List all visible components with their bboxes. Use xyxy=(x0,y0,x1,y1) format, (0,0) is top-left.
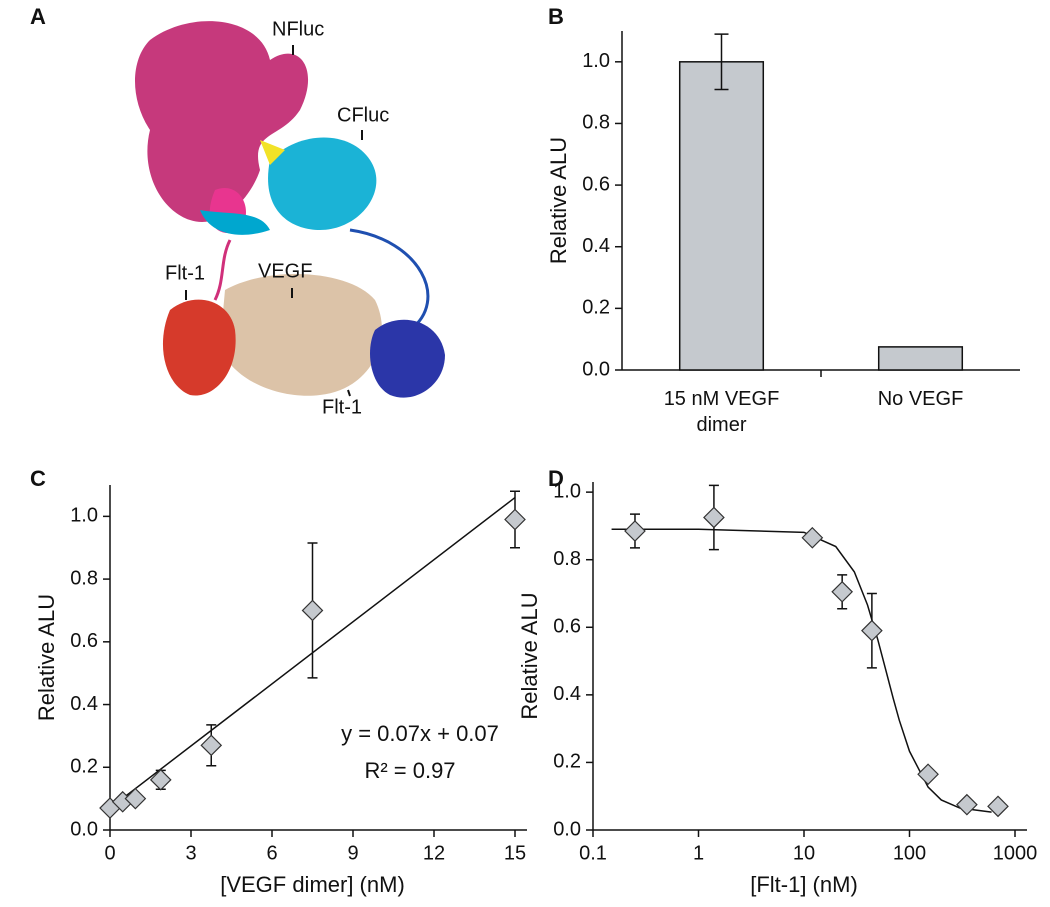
point xyxy=(917,763,939,786)
y-tick-label: 0.4 xyxy=(70,693,98,715)
x-tick-label: 1000 xyxy=(993,842,1038,864)
x-tick-label: 15 nM VEGF dimer xyxy=(663,388,780,436)
x-tick-label: No VEGF xyxy=(877,388,964,410)
annotation: R² = 0.97 xyxy=(364,758,455,783)
point xyxy=(956,793,978,816)
x-tick-label: 0 xyxy=(104,842,115,864)
x-tick-label: 100 xyxy=(893,842,926,864)
structure-label: Flt-1 xyxy=(165,262,205,284)
fit-line xyxy=(611,528,992,813)
point xyxy=(987,795,1009,818)
structure-label: VEGF xyxy=(258,260,312,282)
y-tick-label: 0.0 xyxy=(553,818,581,840)
y-tick-label: 0.2 xyxy=(70,756,98,778)
point xyxy=(124,787,147,810)
x-tick-label: 15 xyxy=(504,842,526,864)
annotation: y = 0.07x + 0.07 xyxy=(341,721,499,746)
structure-label: NFluc xyxy=(272,18,324,40)
y-tick-label: 1.0 xyxy=(582,50,610,72)
point xyxy=(831,580,854,603)
point xyxy=(801,526,824,549)
x-axis-label: [VEGF dimer] (nM) xyxy=(220,872,405,897)
y-tick-label: 1.0 xyxy=(70,505,98,527)
y-tick-label: 0.6 xyxy=(70,630,98,652)
label-ticks xyxy=(185,45,363,397)
panel-letter: C xyxy=(30,466,46,491)
y-tick-label: 0.8 xyxy=(582,112,610,134)
x-axis-label: [Flt-1] (nM) xyxy=(750,872,858,897)
structure-label: CFluc xyxy=(337,104,389,126)
y-tick-label: 0.2 xyxy=(553,751,581,773)
y-tick-label: 0.6 xyxy=(553,616,581,638)
y-tick-label: 0.0 xyxy=(70,818,98,840)
point xyxy=(504,508,526,531)
point xyxy=(149,768,172,791)
y-axis-label: Relative ALU xyxy=(34,594,59,721)
x-tick-label: 3 xyxy=(185,842,196,864)
y-tick-label: 0.0 xyxy=(582,358,610,380)
x-tick-label: 10 xyxy=(793,842,815,864)
panel-letter: D xyxy=(548,466,564,491)
x-tick-label: 12 xyxy=(423,842,445,864)
y-tick-label: 0.4 xyxy=(553,683,581,705)
panel-letter: B xyxy=(548,4,564,29)
x-tick-label: 1 xyxy=(693,842,704,864)
point xyxy=(703,506,725,529)
y-tick-label: 0.2 xyxy=(582,297,610,319)
protein-structure xyxy=(135,21,445,398)
y-axis-label: Relative ALU xyxy=(517,592,542,719)
y-tick-label: 0.4 xyxy=(582,235,610,257)
bar xyxy=(877,346,964,371)
error-bar xyxy=(714,33,729,91)
y-tick-label: 0.6 xyxy=(582,173,610,195)
point xyxy=(301,599,324,622)
point xyxy=(200,734,223,757)
point xyxy=(624,520,646,542)
y-tick-label: 1.0 xyxy=(553,480,581,502)
y-axis-label: Relative ALU xyxy=(546,137,571,264)
y-tick-label: 0.8 xyxy=(553,548,581,570)
structure-label: Flt-1 xyxy=(322,396,362,418)
bar xyxy=(678,61,765,371)
x-tick-label: 0.1 xyxy=(579,842,607,864)
point xyxy=(861,619,883,642)
y-tick-label: 0.8 xyxy=(70,567,98,589)
x-tick-label: 6 xyxy=(266,842,277,864)
x-tick-label: 9 xyxy=(347,842,358,864)
panel-letter: A xyxy=(30,4,46,29)
